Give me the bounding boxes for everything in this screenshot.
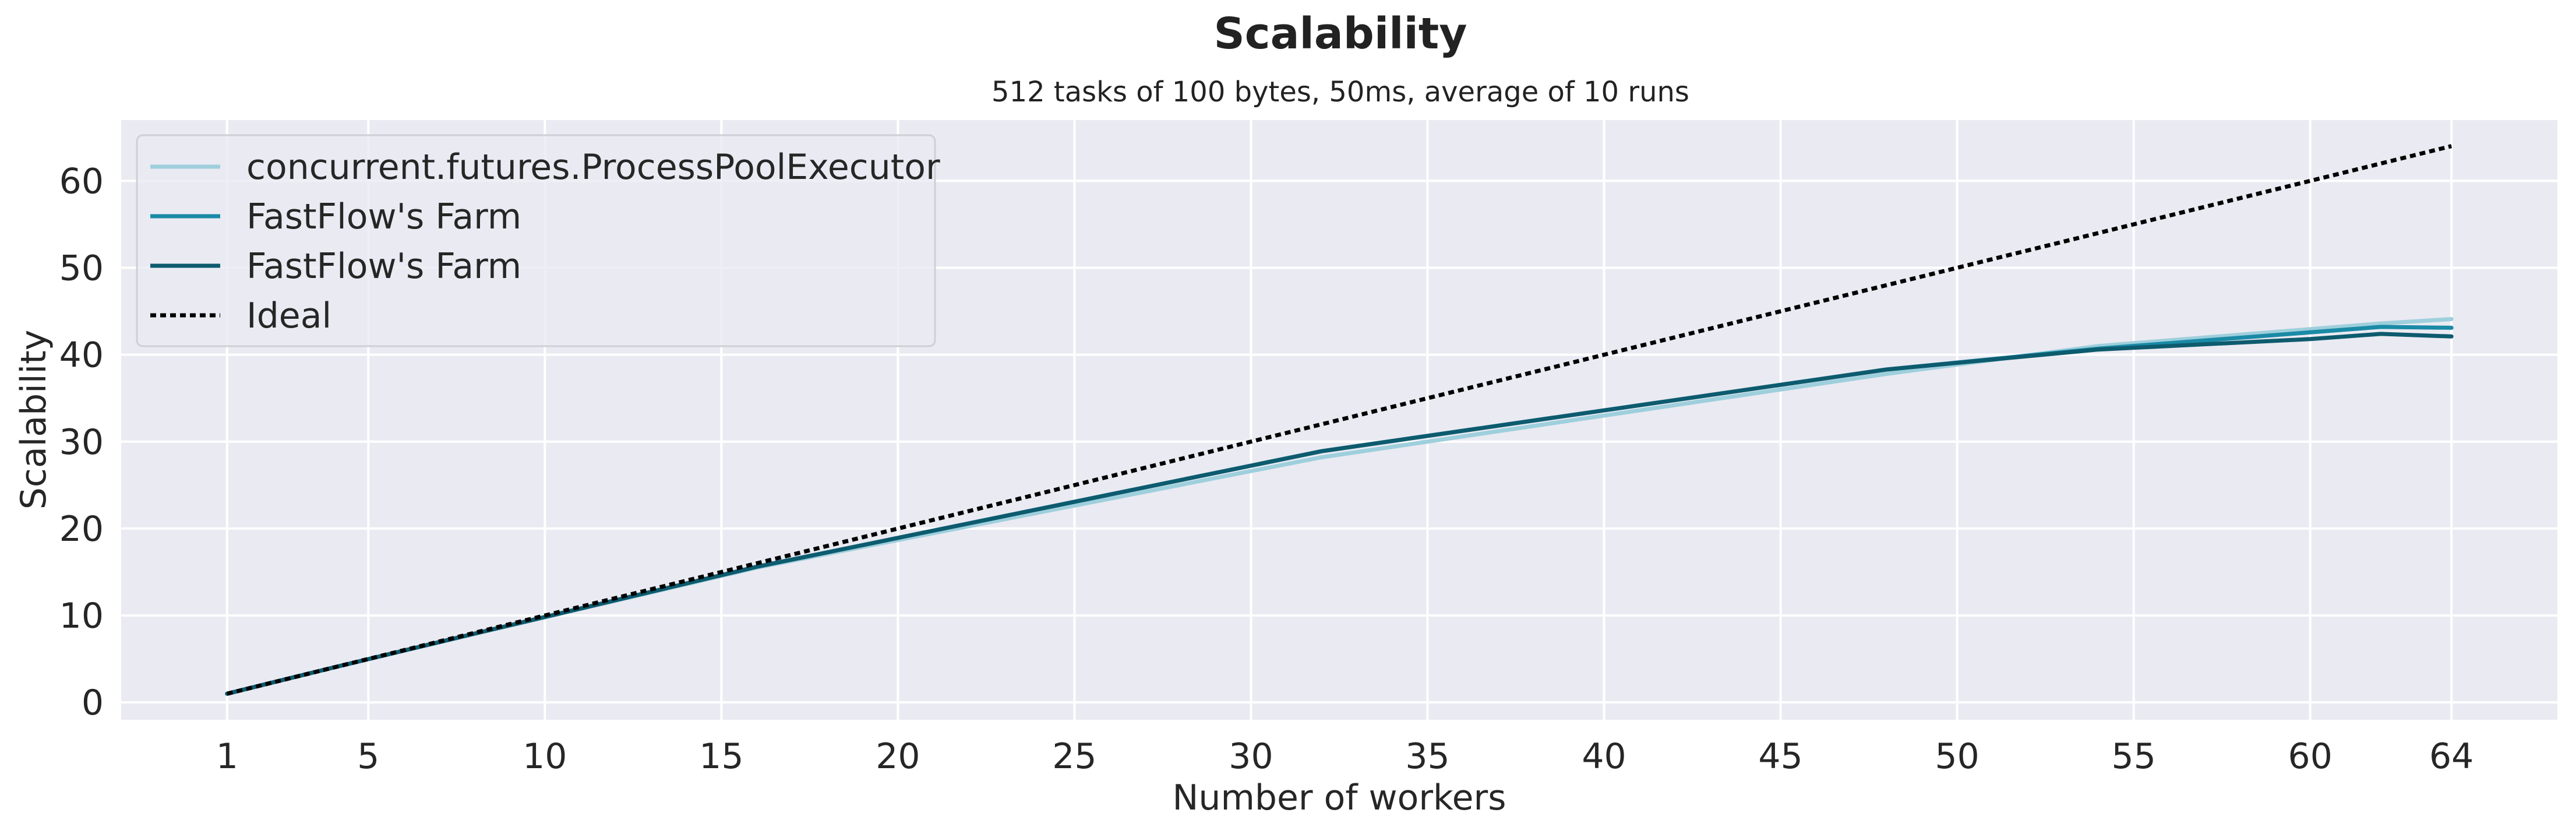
- x-tick-label: 45: [1758, 736, 1802, 777]
- y-tick-label: 10: [59, 596, 104, 636]
- legend-label: Ideal: [246, 295, 331, 336]
- x-tick-label: 55: [2112, 736, 2156, 777]
- x-axis-label: Number of workers: [1173, 777, 1506, 818]
- x-tick-label: 64: [2429, 736, 2473, 777]
- y-tick-label: 60: [59, 161, 104, 202]
- x-tick-label: 40: [1582, 736, 1626, 777]
- x-tick-label: 20: [876, 736, 920, 777]
- y-tick-label: 50: [59, 248, 104, 289]
- legend: concurrent.futures.ProcessPoolExecutor Fa…: [136, 134, 940, 347]
- x-tick-label: 15: [699, 736, 743, 777]
- y-ticks: 0 10 20 30 40 50 60: [59, 161, 104, 723]
- x-ticks: 1 5 10 15 20 25 30 35 40 45 50 55 60 64: [216, 736, 2474, 777]
- legend-box: [136, 134, 936, 347]
- y-axis-label: Scalability: [13, 330, 54, 509]
- y-tick-label: 20: [59, 509, 104, 550]
- legend-label: concurrent.futures.ProcessPoolExecutor: [246, 147, 940, 188]
- chart-subtitle: 512 tasks of 100 bytes, 50ms, average of…: [991, 76, 1689, 108]
- y-tick-label: 0: [82, 682, 104, 723]
- x-tick-label: 5: [357, 736, 379, 777]
- legend-label: FastFlow's Farm: [246, 196, 521, 237]
- chart-title: Scalability: [1213, 9, 1467, 59]
- x-tick-label: 60: [2288, 736, 2332, 777]
- x-tick-label: 10: [523, 736, 567, 777]
- x-tick-label: 1: [216, 736, 238, 777]
- y-tick-label: 30: [59, 422, 104, 463]
- y-tick-label: 40: [59, 335, 104, 376]
- series-line-4: [226, 144, 2453, 696]
- x-tick-label: 50: [1935, 736, 1979, 777]
- x-tick-label: 25: [1052, 736, 1096, 777]
- x-tick-label: 30: [1229, 736, 1273, 777]
- legend-label: FastFlow's Farm: [246, 246, 521, 287]
- series-layer: [225, 144, 2454, 696]
- x-tick-label: 35: [1405, 736, 1449, 777]
